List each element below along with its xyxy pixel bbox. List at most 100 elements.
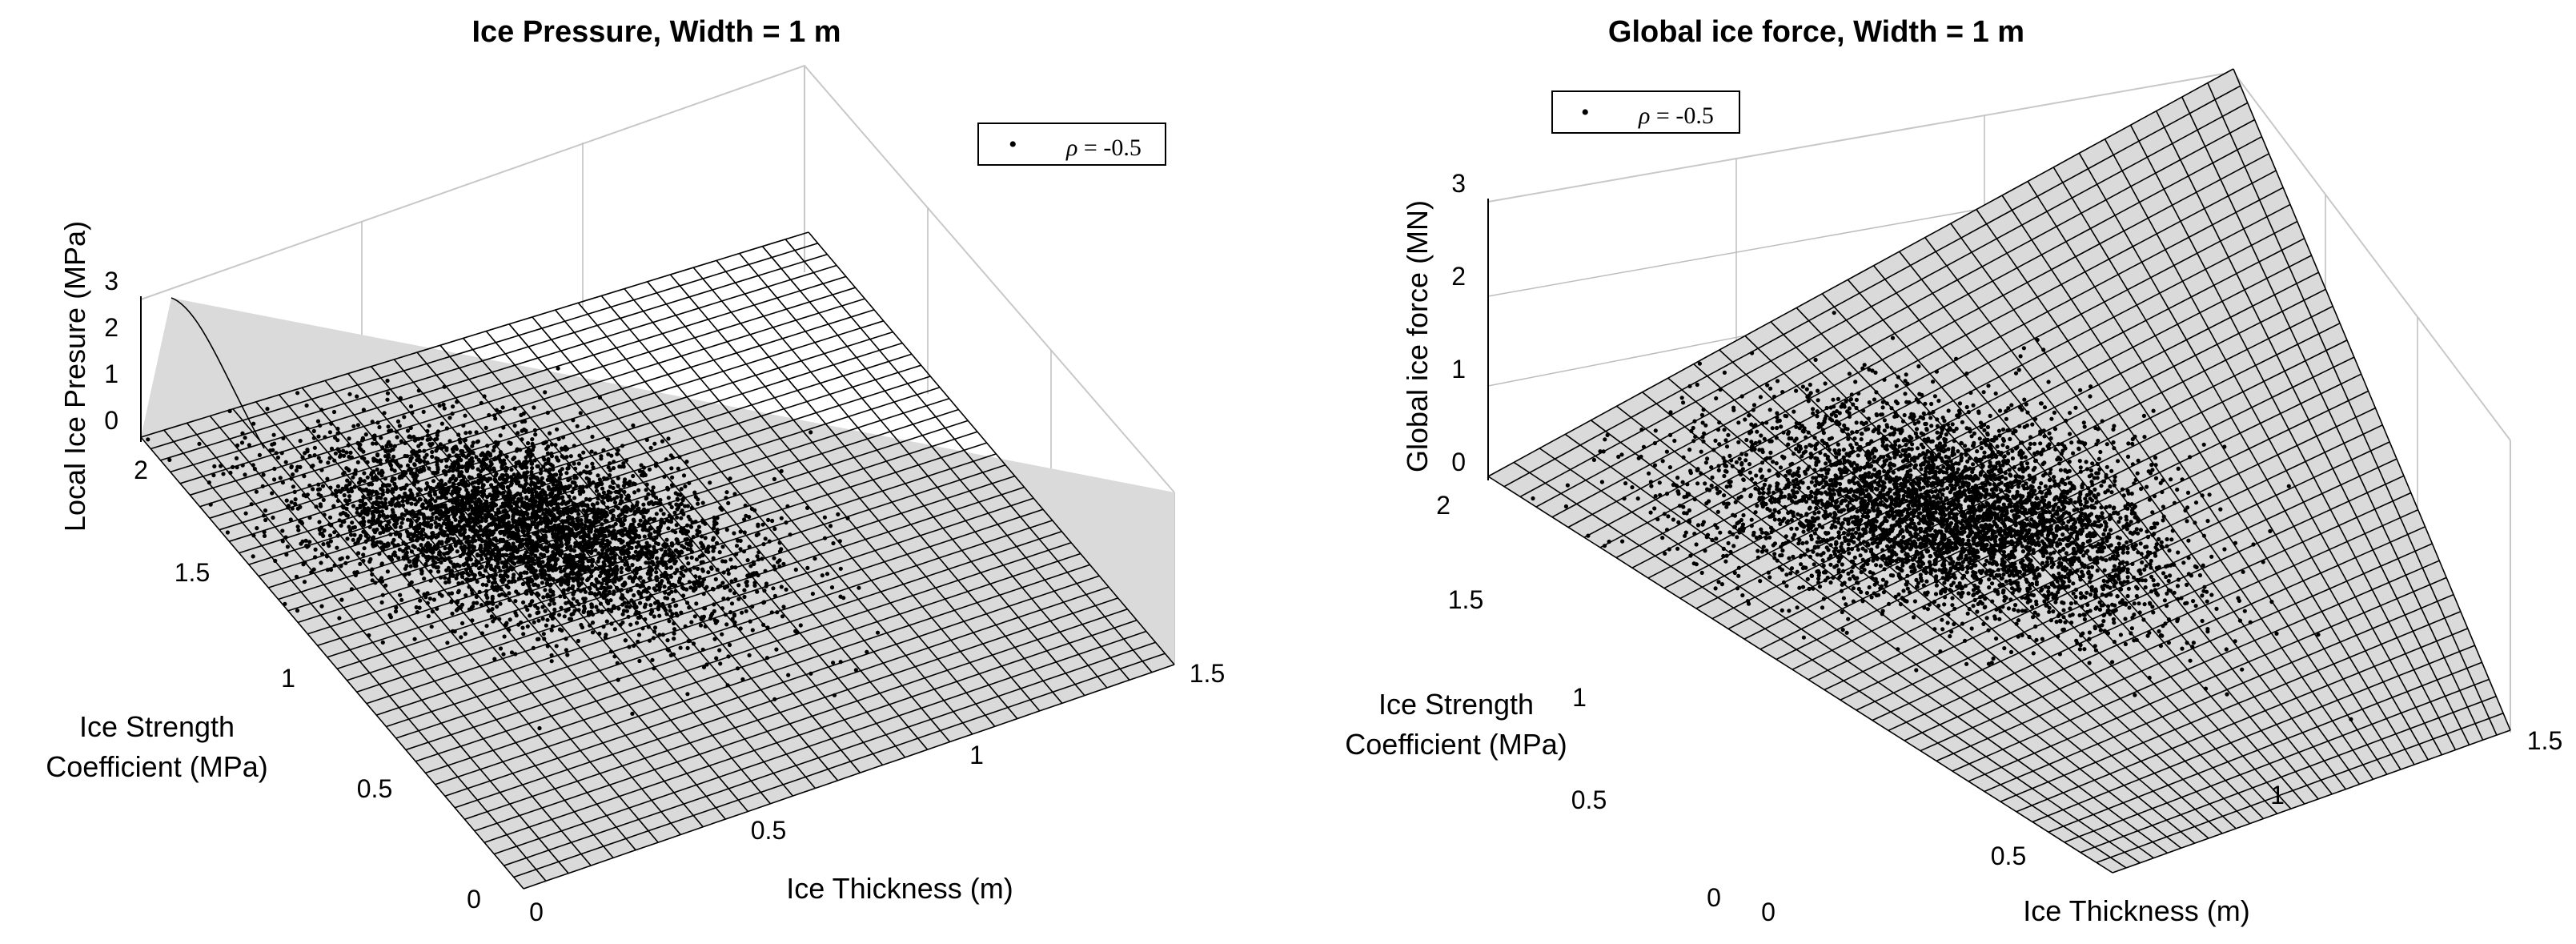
scatter-point — [692, 614, 697, 619]
scatter-point — [424, 542, 429, 547]
scatter-point — [658, 525, 663, 530]
scatter-point — [693, 520, 698, 524]
scatter-point — [272, 477, 277, 482]
mesh-line-strength — [1984, 593, 2454, 793]
scatter-point — [761, 542, 766, 547]
scatter-point — [644, 488, 648, 492]
scatter-point — [406, 532, 411, 536]
scatter-point — [665, 576, 670, 581]
scatter-point — [702, 606, 707, 611]
scatter-point — [596, 496, 600, 501]
scatter-point — [516, 431, 520, 436]
scatter-point — [729, 579, 734, 584]
scatter-point — [379, 436, 383, 440]
scatter-point — [305, 492, 310, 497]
scatter-point — [1987, 585, 1992, 590]
scatter-point — [471, 451, 475, 456]
mesh-line-strength — [1647, 238, 2305, 579]
scatter-point — [444, 448, 449, 452]
scatter-point — [455, 601, 459, 605]
scatter-point — [301, 562, 306, 567]
mesh-line-thickness — [1616, 405, 2182, 849]
scatter-point — [347, 436, 351, 441]
scatter-point — [632, 605, 637, 609]
scatter-point — [332, 563, 337, 568]
scatter-point — [612, 589, 616, 594]
scatter-point — [370, 537, 375, 542]
mesh-line-thickness — [163, 429, 547, 882]
scatter-point — [725, 683, 730, 688]
scatter-point — [747, 515, 752, 520]
scatter-point — [275, 455, 280, 460]
scatter-point — [457, 474, 462, 479]
scatter-point — [680, 565, 685, 570]
scatter-point — [543, 546, 548, 552]
scatter-point — [393, 553, 398, 558]
scatter-point — [459, 545, 463, 550]
scatter-point — [471, 485, 476, 490]
scatter-point — [657, 613, 662, 618]
scatter-point — [376, 471, 382, 476]
scatter-point — [283, 460, 288, 464]
scatter-point — [252, 467, 257, 472]
scatter-point — [678, 529, 684, 534]
scatter-point — [547, 474, 552, 479]
scatter-point — [552, 495, 556, 500]
scatter-point — [692, 588, 696, 593]
scatter-point — [501, 458, 507, 463]
scatter-point — [612, 627, 617, 632]
scatter-point — [635, 621, 640, 625]
scatter-point — [419, 532, 424, 536]
scatter-point — [688, 538, 694, 543]
scatter-point — [441, 402, 446, 407]
scatter-point — [370, 521, 375, 526]
scatter-point — [280, 539, 285, 544]
scatter-point — [712, 522, 717, 528]
scatter-point — [249, 502, 254, 507]
scatter-point — [636, 639, 640, 645]
scatter-point — [1846, 542, 1851, 547]
scatter-point — [525, 512, 530, 516]
scatter-point — [697, 575, 702, 580]
mesh-line-strength — [1567, 153, 2269, 528]
scatter-point — [726, 597, 731, 601]
scatter-point — [712, 525, 716, 531]
scatter-point — [334, 493, 339, 498]
scatter-point — [384, 444, 389, 448]
scatter-point — [521, 411, 526, 416]
scatter-point — [378, 531, 383, 536]
scatter-point — [347, 480, 352, 485]
scatter-point — [662, 584, 667, 589]
scatter-point — [392, 476, 397, 481]
scatter-point — [556, 436, 561, 442]
scatter-point — [523, 516, 528, 522]
scatter-point — [521, 600, 526, 605]
scatter-point — [344, 486, 349, 492]
scatter-point — [517, 483, 522, 488]
scatter-point — [566, 582, 571, 587]
scatter-point — [628, 528, 633, 532]
scatter-point — [262, 513, 267, 518]
scatter-point — [565, 653, 570, 657]
scatter-point — [676, 466, 680, 471]
scatter-point — [661, 512, 666, 516]
scatter-point — [295, 609, 300, 613]
scatter-point — [471, 601, 476, 605]
scatter-point — [403, 546, 408, 552]
scatter-point — [407, 559, 411, 564]
mesh-line-strength — [425, 552, 1081, 774]
scatter-point — [540, 508, 545, 512]
scatter-point — [496, 560, 500, 564]
scatter-point — [459, 540, 463, 545]
scatter-point — [539, 480, 544, 484]
scatter-point — [498, 601, 503, 606]
scatter-point — [760, 522, 765, 527]
scatter-point — [255, 526, 259, 531]
scatter-point — [440, 495, 445, 500]
scatter-point — [335, 545, 339, 550]
scatter-point — [652, 625, 658, 630]
scatter-point — [667, 619, 672, 624]
scatter-point — [687, 638, 692, 643]
scatter-point — [747, 544, 752, 549]
scatter-point — [467, 555, 471, 560]
